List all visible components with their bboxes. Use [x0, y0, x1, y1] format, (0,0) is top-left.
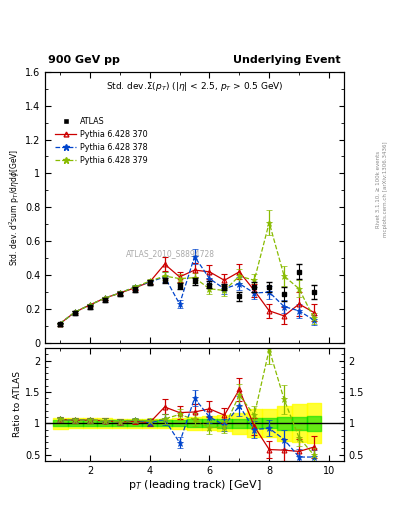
- Text: 900 GeV pp: 900 GeV pp: [48, 55, 120, 65]
- Text: ATLAS_2010_S8894728: ATLAS_2010_S8894728: [126, 249, 215, 258]
- Text: Underlying Event: Underlying Event: [233, 55, 341, 65]
- Legend: ATLAS, Pythia 6.428 370, Pythia 6.428 378, Pythia 6.428 379: ATLAS, Pythia 6.428 370, Pythia 6.428 37…: [52, 114, 151, 168]
- X-axis label: p$_T$ (leading track) [GeV]: p$_T$ (leading track) [GeV]: [128, 478, 261, 493]
- Text: Rivet 3.1.10, ≥ 100k events: Rivet 3.1.10, ≥ 100k events: [375, 151, 380, 228]
- Text: Std. dev.$\Sigma(p_T)$ ($|\eta|$ < 2.5, $p_T$ > 0.5 GeV): Std. dev.$\Sigma(p_T)$ ($|\eta|$ < 2.5, …: [106, 80, 283, 93]
- Y-axis label: Ratio to ATLAS: Ratio to ATLAS: [13, 372, 22, 437]
- Text: mcplots.cern.ch [arXiv:1306.3436]: mcplots.cern.ch [arXiv:1306.3436]: [383, 142, 388, 237]
- Y-axis label: Std. dev. d$^2$sum p$_T$/d$\eta$d$\phi$[GeV]: Std. dev. d$^2$sum p$_T$/d$\eta$d$\phi$[…: [8, 148, 22, 266]
